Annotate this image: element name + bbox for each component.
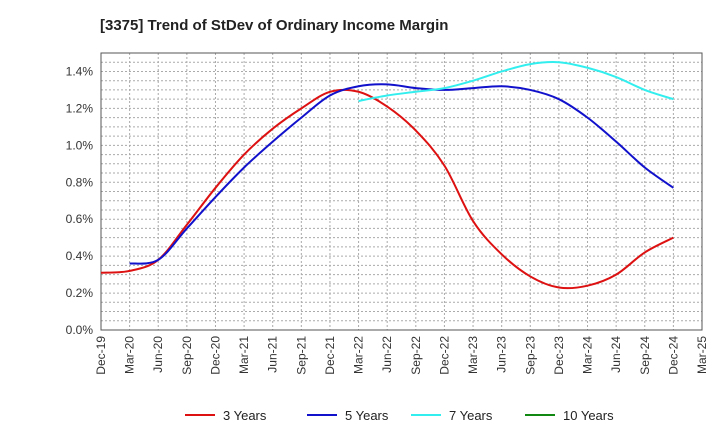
x-tick-label: Sep-22 [409, 336, 423, 375]
x-tick-label: Dec-19 [94, 336, 108, 375]
y-tick-label: 1.4% [66, 64, 94, 78]
x-tick-label: Sep-20 [180, 336, 194, 375]
series-line-5-years [129, 83, 674, 265]
x-tick-label: Sep-24 [638, 336, 652, 375]
x-tick-label: Jun-21 [266, 336, 280, 373]
y-axis: 0.0% 0.2% 0.4% 0.6% 0.8% 1.0% 1.2% 1.4% [66, 64, 94, 337]
legend-label-7-years: 7 Years [449, 408, 493, 423]
x-tick-label: Jun-20 [151, 336, 165, 373]
y-tick-label: 1.0% [66, 138, 94, 152]
x-tick-label: Mar-22 [352, 336, 366, 374]
y-tick-label: 0.6% [66, 212, 94, 226]
x-tick-label: Jun-24 [609, 336, 623, 373]
y-tick-label: 0.0% [66, 323, 94, 337]
x-tick-label: Jun-23 [495, 336, 509, 373]
plot-area [100, 52, 703, 331]
x-tick-label: Dec-20 [208, 336, 222, 375]
x-tick-label: Sep-21 [294, 336, 308, 375]
x-tick-label: Jun-22 [380, 336, 394, 373]
legend-label-10-years: 10 Years [563, 408, 614, 423]
legend-label-3-years: 3 Years [223, 408, 267, 423]
legend-label-5-years: 5 Years [345, 408, 389, 423]
x-tick-label: Dec-23 [552, 336, 566, 375]
grid [100, 53, 703, 330]
x-tick-label: Mar-20 [123, 336, 137, 374]
series-line-3-years [100, 88, 674, 290]
x-tick-label: Dec-21 [323, 336, 337, 375]
y-tick-label: 0.2% [66, 286, 94, 300]
x-tick-label: Mar-23 [466, 336, 480, 374]
x-tick-label: Sep-23 [523, 336, 537, 375]
x-tick-label: Dec-22 [437, 336, 451, 375]
x-tick-label: Mar-21 [237, 336, 251, 374]
x-tick-label: Dec-24 [666, 336, 680, 375]
y-tick-label: 1.2% [66, 101, 94, 115]
x-tick-label: Mar-24 [581, 336, 595, 374]
series-group [100, 61, 674, 290]
y-tick-label: 0.4% [66, 249, 94, 263]
y-tick-label: 0.8% [66, 175, 94, 189]
x-tick-label: Mar-25 [695, 336, 709, 374]
x-axis: Dec-19 Mar-20 Jun-20 Sep-20 Dec-20 Mar-21 Jun-… [94, 336, 709, 375]
series-line-7-years [358, 61, 674, 102]
legend: 3 Years 5 Years 7 Years 10 Years [185, 408, 614, 423]
chart-title: [3375] Trend of StDev of Ordinary Income… [100, 17, 448, 34]
